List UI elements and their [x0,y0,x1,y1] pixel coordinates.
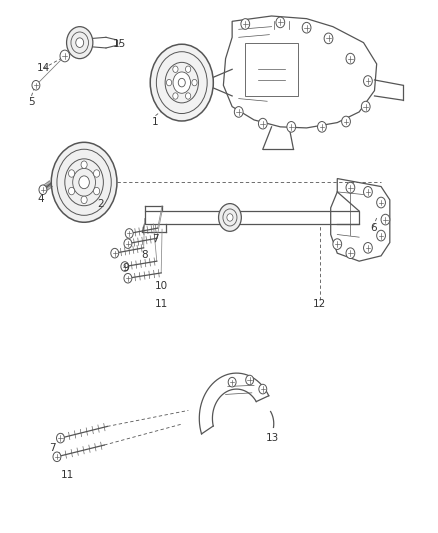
Bar [145,211,359,224]
Circle shape [173,66,178,72]
Circle shape [342,116,350,127]
Circle shape [258,118,267,129]
Text: 13: 13 [266,433,279,443]
Circle shape [186,66,191,72]
Circle shape [173,93,178,99]
Circle shape [51,142,117,222]
Text: 7: 7 [152,234,159,244]
Text: 4: 4 [37,194,44,204]
Text: 14: 14 [37,63,50,73]
Circle shape [178,78,185,87]
Text: 2: 2 [97,199,104,208]
Text: 12: 12 [313,299,326,309]
Text: 8: 8 [141,250,148,260]
Circle shape [364,187,372,197]
Circle shape [94,170,100,177]
Circle shape [227,214,233,221]
Circle shape [361,101,370,112]
Text: 10: 10 [155,281,168,291]
Circle shape [318,122,326,132]
Circle shape [234,107,243,117]
Circle shape [81,161,87,168]
Circle shape [259,384,267,394]
Circle shape [111,248,119,258]
Circle shape [68,187,74,195]
Circle shape [276,17,285,28]
Circle shape [186,93,191,99]
Text: 11: 11 [155,299,168,309]
Circle shape [166,79,172,86]
Circle shape [346,53,355,64]
Circle shape [150,44,213,121]
Circle shape [346,182,355,193]
Circle shape [124,239,132,248]
Text: 5: 5 [28,98,35,107]
Circle shape [228,377,236,387]
Circle shape [125,229,133,238]
Circle shape [124,273,132,283]
Circle shape [53,452,61,462]
Circle shape [60,50,70,62]
Circle shape [219,204,241,231]
Circle shape [302,22,311,33]
Circle shape [246,375,254,385]
Circle shape [377,197,385,208]
Circle shape [333,239,342,249]
Circle shape [377,230,385,241]
Text: 1: 1 [152,117,159,126]
Circle shape [287,122,296,132]
Text: 15: 15 [113,39,126,49]
Circle shape [39,185,47,195]
Circle shape [192,79,197,86]
Bar [245,43,298,96]
Circle shape [173,72,191,93]
Text: 9: 9 [123,263,130,272]
Circle shape [364,243,372,253]
Circle shape [381,214,390,225]
Circle shape [346,248,355,259]
Circle shape [241,19,250,29]
Circle shape [364,76,372,86]
Circle shape [67,27,93,59]
Circle shape [79,176,89,189]
Circle shape [32,80,40,90]
Circle shape [121,262,129,271]
Circle shape [94,188,100,195]
Circle shape [76,38,84,47]
Text: 6: 6 [370,223,377,233]
Text: 7: 7 [49,443,56,453]
Circle shape [68,170,74,177]
Circle shape [81,196,87,204]
Circle shape [57,433,64,443]
Circle shape [324,33,333,44]
Text: 11: 11 [61,471,74,480]
